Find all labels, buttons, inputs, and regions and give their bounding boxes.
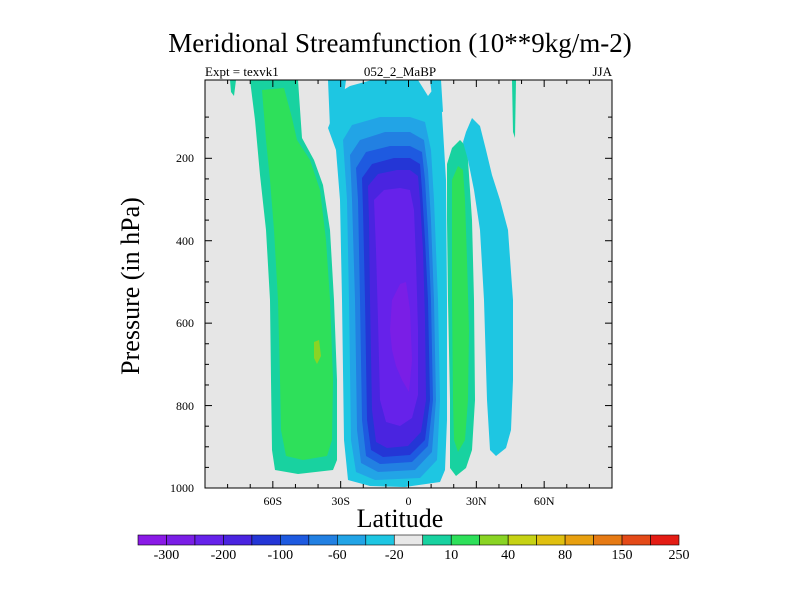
colorbar-swatch (251, 534, 281, 546)
colorbar-swatch (166, 534, 196, 546)
colorbar-tick-label: 80 (558, 548, 573, 563)
colorbar-tick-label: 150 (611, 548, 633, 563)
colorbar-swatch (223, 534, 253, 546)
colorbar-swatch (650, 534, 680, 546)
colorbar-swatch (593, 534, 623, 546)
contour-fills (230, 80, 516, 487)
colorbar-swatch (393, 534, 424, 546)
colorbar-swatch (422, 534, 452, 546)
northern-cyan-band (463, 118, 513, 456)
colorbar (137, 534, 680, 546)
colorbar-tick-label: 40 (501, 548, 516, 563)
southern-top-sliver (230, 80, 236, 96)
y-tick-label: 400 (176, 233, 194, 248)
y-tick-label: 600 (176, 316, 194, 331)
southern-core (262, 88, 333, 460)
top-sliver-cyan-1 (328, 80, 346, 130)
colorbar-swatch (337, 534, 367, 546)
colorbar-swatch (450, 534, 480, 546)
y-tick-label: 200 (176, 151, 194, 166)
colorbar-tick-label: -300 (153, 548, 180, 563)
colorbar-swatch (194, 534, 224, 546)
x-tick-label: 60N (533, 494, 555, 508)
colorbar-swatch (621, 534, 651, 546)
season-label: JJA (592, 64, 612, 79)
colorbar-swatch (280, 534, 310, 546)
run-label: 052_2_MaBP (363, 64, 437, 79)
x-tick-label: 0 (405, 494, 412, 508)
colorbar-tick-label: -200 (210, 548, 237, 563)
x-tick-label: 30N (465, 494, 487, 508)
chart-title: Meridional Streamfunction (10**9kg/m-2) (168, 28, 632, 58)
colorbar-swatch (507, 534, 537, 546)
tick-marks (204, 80, 613, 489)
colorbar-swatch (365, 534, 395, 546)
colorbar-tick-label: 250 (668, 548, 690, 563)
southern-pocket (314, 340, 321, 364)
colorbar-swatch (536, 534, 566, 546)
colorbar-tick-label: -100 (267, 548, 294, 563)
colorbar-swatch (479, 534, 509, 546)
x-axis-label: Latitude (356, 504, 444, 533)
colorbar-tick-label: -60 (327, 548, 347, 563)
y-tick-label: 800 (176, 398, 194, 413)
y-tick-label: 1000 (170, 481, 194, 495)
x-tick-label: 30S (331, 494, 350, 508)
x-tick-label: 60S (263, 494, 283, 508)
top-sliver-green (512, 80, 516, 138)
northern-green-core (452, 166, 469, 452)
colorbar-swatch (308, 534, 338, 546)
colorbar-tick-label: 10 (444, 548, 459, 563)
colorbar-tick-label: -20 (384, 548, 404, 563)
colorbar-swatch (564, 534, 594, 546)
experiment-label: Expt = texvk1 (205, 64, 279, 79)
colorbar-swatch (137, 534, 167, 546)
top-sliver-cyan-2 (430, 80, 443, 112)
hadley-core (390, 282, 412, 392)
